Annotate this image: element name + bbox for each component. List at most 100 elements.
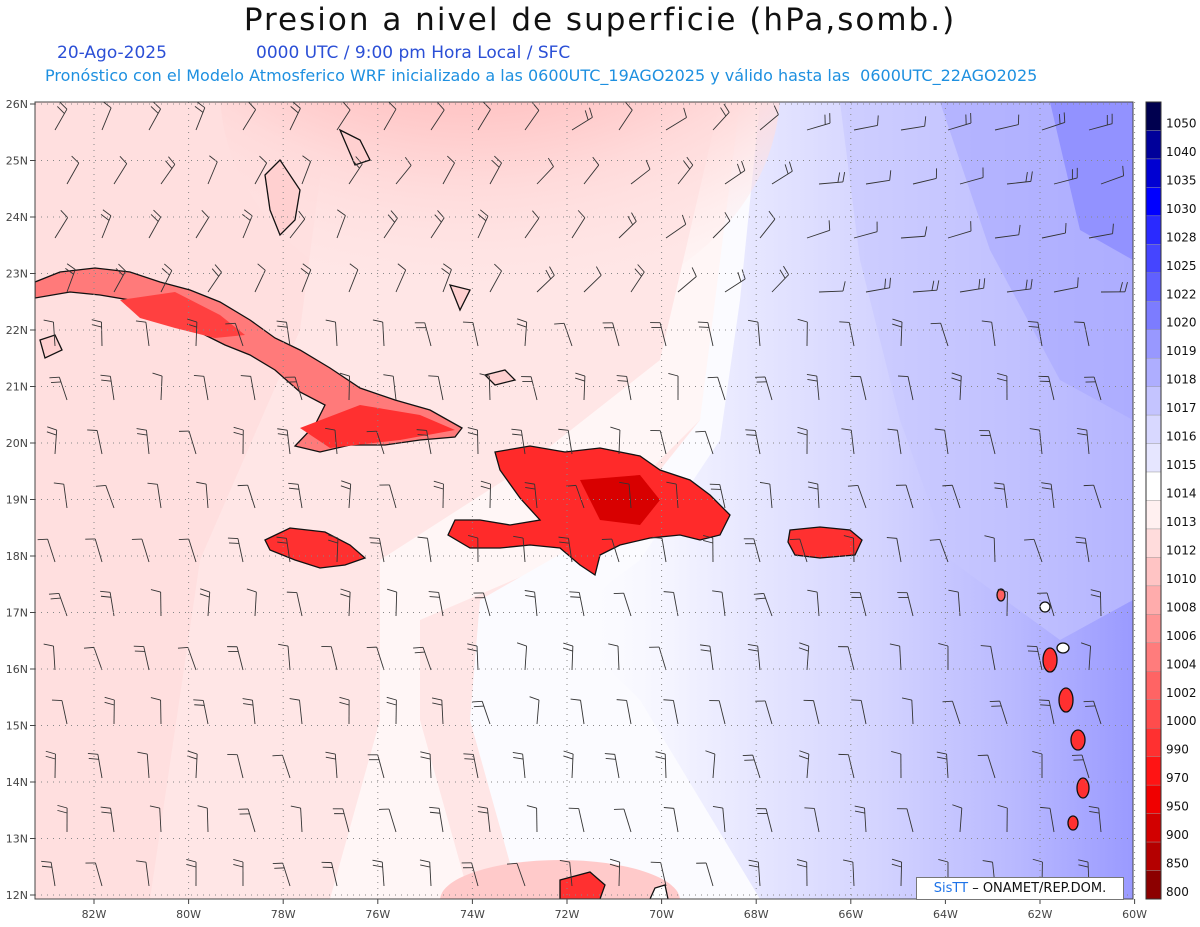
longitude-label: 62W: [1028, 908, 1053, 921]
legend-label: 990: [1166, 743, 1189, 757]
longitude-label: 74W: [460, 908, 485, 921]
longitude-label: 70W: [649, 908, 674, 921]
legend-swatch: [1145, 841, 1162, 871]
legend-label: 1025: [1166, 259, 1197, 273]
legend-swatch: [1145, 585, 1162, 615]
island-jamaica: [264, 527, 367, 569]
longitude-label: 80W: [176, 908, 201, 921]
legend-swatch: [1145, 500, 1162, 530]
legend-label: 1035: [1166, 173, 1197, 187]
legend-swatch: [1145, 301, 1162, 330]
time-label: 0000 UTC / 9:00 pm Hora Local / SFC: [256, 43, 571, 63]
legend-swatch: [1145, 357, 1162, 387]
latitude-label: 23N: [6, 268, 28, 281]
longitude-label: 66W: [838, 908, 863, 921]
legend-swatch: [1145, 671, 1162, 700]
legend-swatch: [1145, 471, 1162, 501]
plot-frame: [34, 101, 1134, 900]
longitude-labels: 82W 80W 78W 76W 74W 72W 70W 68W 66W 64W 62W 60W: [82, 899, 1147, 921]
latitude-label: 16N: [6, 663, 28, 676]
legend-swatch: [1145, 614, 1162, 644]
legend-label: 1006: [1166, 629, 1197, 643]
credit-brand: SisTT: [933, 881, 969, 896]
legend-label: 1040: [1166, 145, 1197, 159]
credit-text: – ONAMET/REP.DOM.: [968, 881, 1107, 896]
legend-label: 1008: [1166, 600, 1197, 614]
legend-label: 1020: [1166, 316, 1197, 330]
legend-swatch: [1145, 642, 1162, 672]
color-legend: 1050 1040 1035 1030 1028 1025 1022 1020 1019 1018…: [1145, 101, 1197, 900]
longitude-label: 76W: [365, 908, 390, 921]
lat-lon-grid: [35, 102, 1136, 899]
credit-box: SisTT – ONAMET/REP.DOM.: [916, 877, 1124, 900]
latitude-labels: 26N 25N 24N 23N 22N 21N 20N 19N 18N 17N 16N 15N 14N 1…: [6, 98, 35, 902]
map-title: Presion a nivel de superficie (hPa,somb.…: [243, 2, 957, 38]
date-label: 20-Ago-2025: [57, 43, 167, 63]
legend-label: 1014: [1166, 487, 1197, 501]
longitude-label: 82W: [82, 908, 107, 921]
wind-barbs: [37, 102, 1128, 887]
legend-swatch: [1145, 215, 1162, 245]
longitude-label: 72W: [555, 908, 580, 921]
legend-label: 1013: [1166, 515, 1197, 529]
legend-label: 1018: [1166, 373, 1197, 387]
forecast-info: Pronóstico con el Modelo Atmosferico WRF…: [45, 66, 1038, 85]
legend-swatch: [1145, 699, 1162, 729]
legend-label: 1004: [1166, 657, 1197, 671]
legend-label: 1002: [1166, 686, 1197, 700]
legend-label: 1028: [1166, 230, 1197, 244]
legend-swatch: [1145, 728, 1162, 757]
longitude-label: 60W: [1122, 908, 1147, 921]
latitude-label: 24N: [6, 211, 28, 224]
latitude-label: 22N: [6, 324, 28, 337]
legend-label: 1012: [1166, 543, 1197, 557]
legend-swatch: [1145, 813, 1162, 843]
legend-label: 1010: [1166, 572, 1197, 586]
latitude-label: 14N: [6, 776, 28, 789]
legend-label: 1022: [1166, 287, 1197, 301]
latitude-label: 13N: [6, 833, 28, 846]
legend-label: 1016: [1166, 430, 1197, 444]
island-puerto-rico: [787, 526, 863, 559]
legend-label: 800: [1166, 885, 1189, 899]
legend-swatch: [1145, 414, 1162, 444]
legend-swatch: [1145, 784, 1162, 814]
legend-label: 1030: [1166, 202, 1197, 216]
legend-label: 1015: [1166, 458, 1197, 472]
legend-swatch: [1145, 130, 1162, 160]
latitude-label: 17N: [6, 607, 28, 620]
legend-swatch: [1145, 329, 1162, 359]
latitude-label: 26N: [6, 98, 28, 111]
legend-swatch: [1145, 101, 1162, 131]
legend-label: 1019: [1166, 344, 1197, 358]
legend-swatch: [1145, 557, 1162, 587]
legend-swatch: [1145, 528, 1162, 558]
legend-label: 950: [1166, 800, 1189, 814]
longitude-label: 68W: [744, 908, 769, 921]
longitude-label: 78W: [271, 908, 296, 921]
latitude-label: 12N: [6, 889, 28, 902]
legend-swatch: [1145, 870, 1162, 900]
legend-swatch: [1145, 756, 1162, 786]
legend-swatch: [1145, 443, 1162, 473]
legend-swatch: [1145, 158, 1162, 188]
legend-label: 970: [1166, 771, 1189, 785]
latitude-label: 19N: [6, 494, 28, 507]
latitude-label: 21N: [6, 381, 28, 394]
latitude-label: 25N: [6, 155, 28, 168]
legend-swatch: [1145, 386, 1162, 416]
legend-swatch: [1145, 187, 1162, 217]
legend-label: 1000: [1166, 714, 1197, 728]
island-hispaniola: [447, 445, 731, 577]
legend-label: 850: [1166, 857, 1189, 871]
latitude-label: 18N: [6, 550, 28, 563]
latitude-label: 20N: [6, 437, 28, 450]
latitude-label: 15N: [6, 720, 28, 733]
legend-label: 1050: [1166, 116, 1197, 130]
longitude-label: 64W: [933, 908, 958, 921]
legend-label: 1017: [1166, 401, 1197, 415]
legend-swatch: [1145, 272, 1162, 302]
legend-swatch: [1145, 244, 1162, 273]
legend-label: 900: [1166, 828, 1189, 842]
